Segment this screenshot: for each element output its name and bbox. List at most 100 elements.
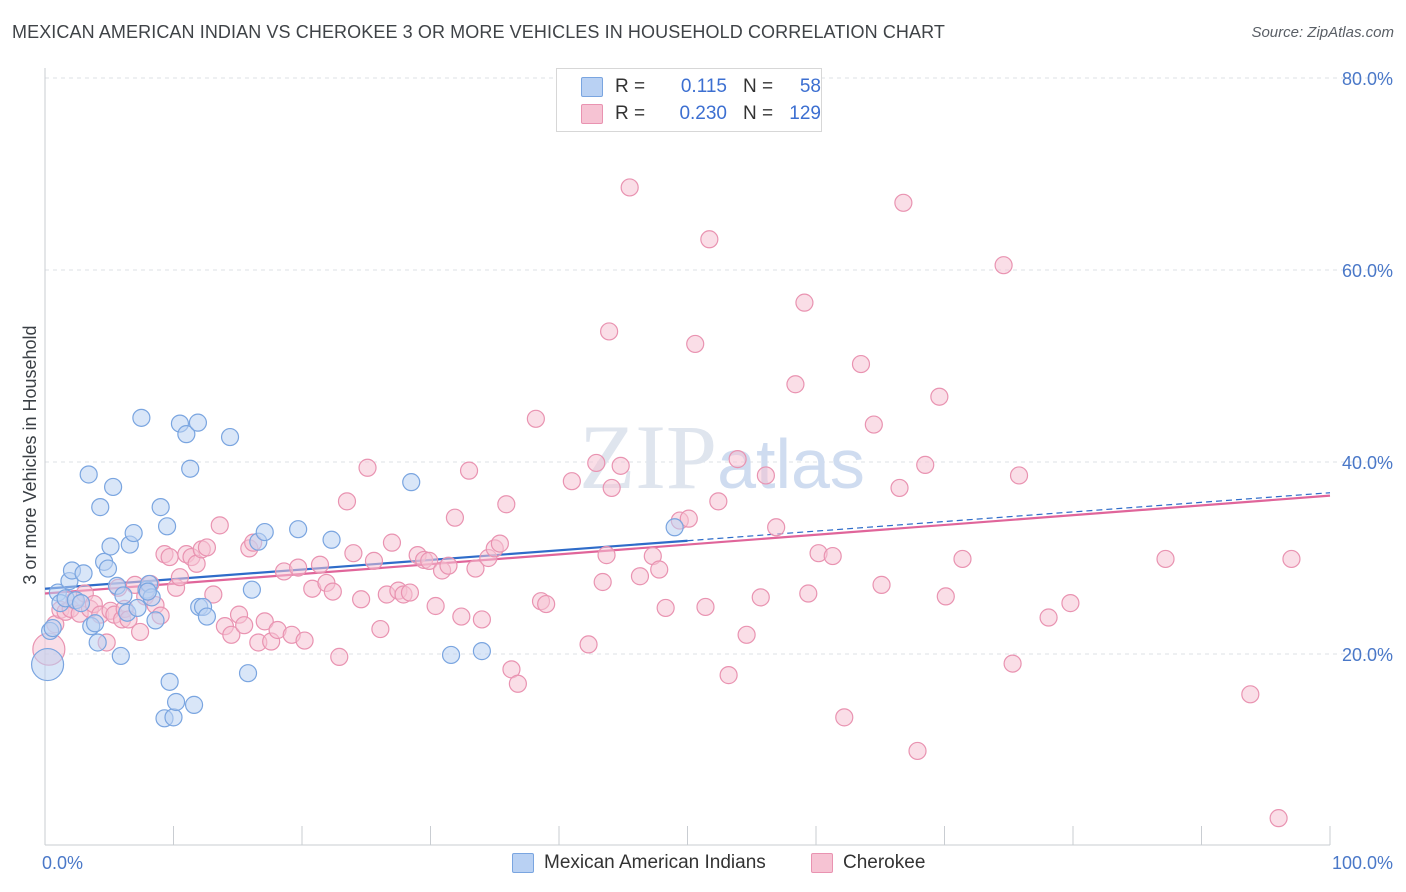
mexican-american-indian-point bbox=[30, 647, 65, 682]
grid-lines bbox=[45, 77, 1392, 655]
cherokee-point bbox=[936, 587, 955, 606]
x-tick-label: 100.0% bbox=[1332, 853, 1393, 873]
cherokee-point bbox=[719, 666, 738, 685]
cherokee-point bbox=[751, 588, 770, 607]
axes bbox=[44, 68, 1331, 846]
cherokee-point bbox=[289, 558, 308, 577]
mexican-american-indian-point bbox=[242, 580, 261, 599]
cherokee-point bbox=[1009, 466, 1029, 485]
stats-legend: R = 0.115 N = 58 R = 0.230 N = 129 bbox=[556, 68, 822, 132]
mexican-american-indian-point bbox=[132, 408, 151, 427]
mexican-american-indian-point bbox=[138, 582, 157, 601]
cherokee-point bbox=[630, 567, 650, 586]
cherokee-point bbox=[210, 516, 229, 535]
mexican-american-indian-point bbox=[43, 618, 62, 638]
cherokee-point bbox=[323, 582, 342, 601]
watermark: ZIPatlas bbox=[579, 406, 865, 508]
r-value: 0.230 bbox=[679, 103, 727, 124]
cherokee-point bbox=[508, 674, 527, 693]
mexican-american-indian-point bbox=[184, 695, 204, 714]
y-tick-label: 20.0% bbox=[1342, 645, 1393, 665]
mexican-american-indian-point bbox=[151, 498, 170, 517]
cherokee-point bbox=[786, 375, 805, 394]
cherokee-point bbox=[310, 555, 330, 574]
cherokee-point bbox=[1039, 608, 1058, 627]
cherokee-point bbox=[358, 458, 377, 477]
mexican-american-indian-point bbox=[289, 520, 308, 539]
cherokee-point bbox=[197, 538, 217, 557]
mexican-american-indian-point bbox=[197, 607, 217, 626]
mexican-american-indian-point bbox=[220, 427, 240, 447]
cherokee-point bbox=[160, 547, 179, 567]
cherokee-point bbox=[756, 466, 775, 485]
mexican-american-indian-point bbox=[101, 537, 120, 556]
r-label: R = bbox=[615, 103, 646, 124]
cherokee-point bbox=[400, 583, 420, 602]
tick-labels: 20.0% 40.0% 60.0% 80.0% 0.0% 100.0% bbox=[42, 69, 1393, 873]
cherokee-point bbox=[593, 572, 612, 592]
mexican-american-indian-point bbox=[188, 413, 208, 432]
cherokee-point bbox=[1003, 654, 1022, 673]
cherokee-point bbox=[728, 450, 747, 469]
cherokee-point bbox=[799, 584, 818, 603]
cherokee-point bbox=[1269, 809, 1288, 828]
cherokee-point bbox=[204, 585, 223, 604]
legend-label: Mexican American Indians bbox=[544, 852, 766, 873]
legend-item-mexican-american-indians: Mexican American Indians bbox=[512, 852, 766, 874]
cherokee-point bbox=[597, 546, 616, 565]
cherokee-point bbox=[579, 635, 598, 654]
cherokee-point bbox=[352, 590, 371, 609]
cherokee-point bbox=[337, 492, 357, 511]
cherokee-point bbox=[466, 559, 485, 578]
cherokee-point bbox=[222, 625, 241, 644]
pink-swatch bbox=[581, 104, 603, 124]
cherokee-point bbox=[382, 533, 402, 552]
mexican-american-indian-point bbox=[114, 586, 133, 605]
cherokee-point bbox=[994, 256, 1013, 275]
legend-row-blue: R = 0.115 N = 58 bbox=[581, 74, 821, 100]
mexican-american-indian-point bbox=[472, 642, 491, 661]
cherokee-point bbox=[953, 549, 972, 569]
cherokee-point bbox=[696, 597, 715, 617]
mexican-american-indian-point bbox=[160, 672, 179, 691]
cherokee-point bbox=[872, 575, 891, 594]
cherokee-point bbox=[445, 508, 465, 527]
cherokee-trend-line bbox=[44, 494, 1331, 595]
cherokee-point bbox=[526, 409, 545, 428]
n-label: N = bbox=[743, 76, 774, 97]
cherokee-point bbox=[459, 461, 479, 480]
mexican-american-indian-point bbox=[79, 465, 98, 484]
cherokee-point bbox=[823, 546, 842, 566]
data-points bbox=[30, 178, 1301, 828]
cherokee-point bbox=[371, 619, 390, 639]
source-credit: Source: ZipAtlas.com bbox=[1251, 24, 1394, 41]
pink-swatch bbox=[811, 853, 833, 873]
cherokee-point bbox=[835, 708, 854, 727]
r-label: R = bbox=[615, 76, 646, 97]
legend-label: Cherokee bbox=[843, 852, 926, 873]
mexican-american-indian-point bbox=[86, 614, 105, 633]
cherokee-point bbox=[620, 178, 639, 197]
mexican-american-indian-point bbox=[322, 530, 341, 549]
mexican-american-indian-point bbox=[71, 594, 91, 613]
r-value: 0.115 bbox=[680, 76, 727, 97]
cherokee-point bbox=[916, 455, 935, 474]
cherokee-point bbox=[562, 472, 581, 491]
mexican-american-indian-point bbox=[402, 473, 421, 492]
cherokee-point bbox=[295, 631, 314, 650]
legend-row-pink: R = 0.230 N = 129 bbox=[581, 101, 821, 127]
cherokee-point bbox=[679, 509, 698, 528]
cherokee-point bbox=[650, 560, 669, 579]
cherokee-point bbox=[255, 612, 274, 631]
cherokee-point bbox=[795, 293, 814, 312]
cherokee-point bbox=[420, 551, 439, 570]
mexican-american-indian-point bbox=[157, 517, 177, 536]
cherokee-point bbox=[686, 334, 705, 354]
cherokee-point bbox=[1156, 549, 1175, 569]
n-value: 58 bbox=[799, 76, 821, 97]
mexican-american-indian-point bbox=[238, 664, 258, 683]
legend-item-cherokee: Cherokee bbox=[811, 852, 925, 874]
cherokee-point bbox=[364, 551, 384, 570]
mexican-american-indian-point bbox=[74, 564, 93, 583]
cherokee-point bbox=[600, 322, 619, 341]
